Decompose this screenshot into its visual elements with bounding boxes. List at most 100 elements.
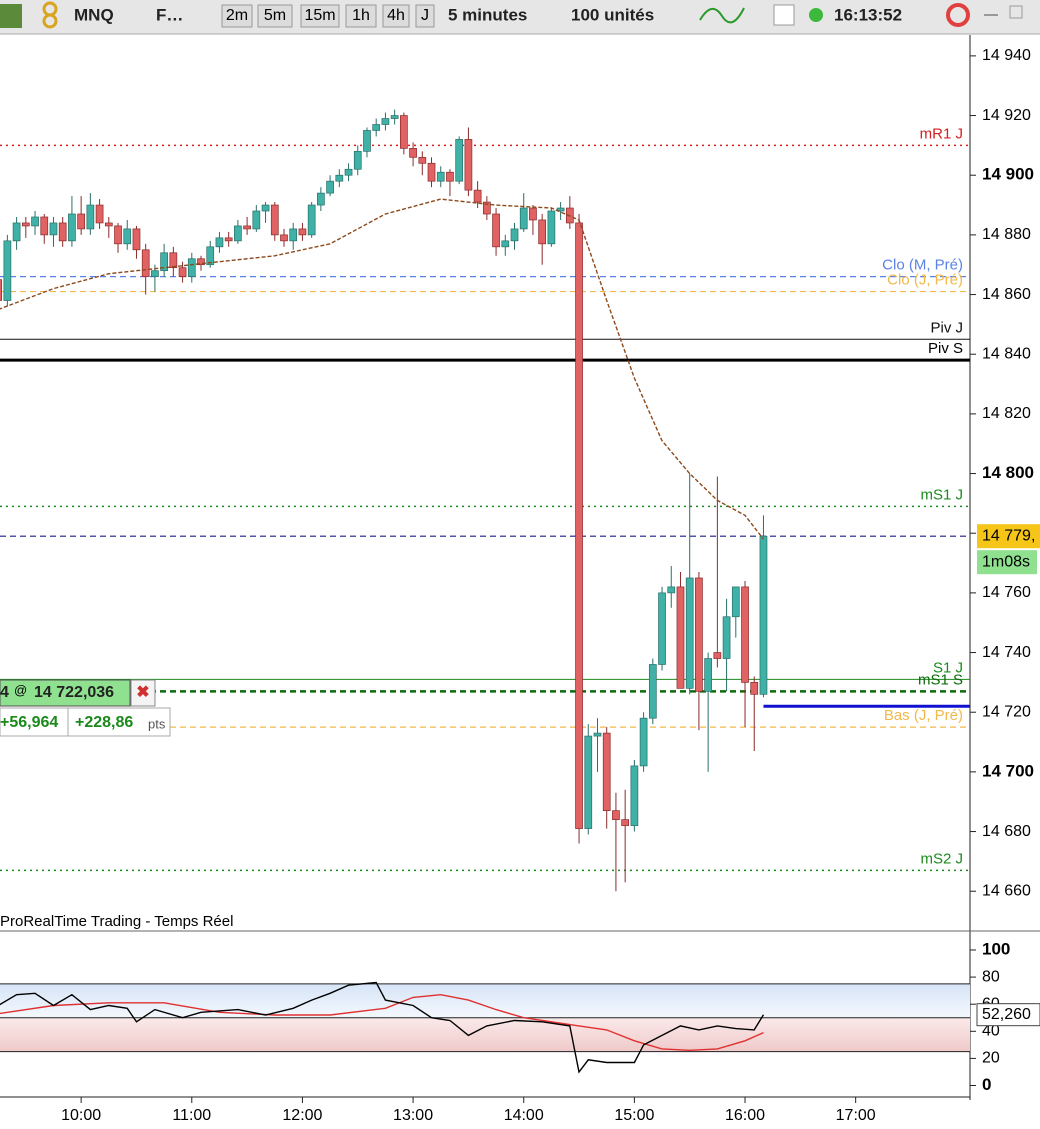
period-button[interactable] (415, 4, 435, 28)
y-tick-label: 14 740 (982, 644, 1031, 661)
feed[interactable]: F… (156, 5, 183, 24)
period-button[interactable] (257, 4, 293, 28)
candle-body (621, 819, 630, 826)
period-label[interactable]: 4h (387, 7, 405, 24)
period-label[interactable]: 2m (226, 7, 248, 24)
candle-body (40, 216, 49, 236)
candle-body (556, 207, 565, 212)
timer-label: 1m08s (982, 553, 1030, 570)
candle-body (68, 213, 76, 242)
candle-body (307, 204, 316, 236)
close-icon[interactable]: ✖ (136, 684, 149, 701)
period-button[interactable] (300, 4, 340, 28)
candle-body (722, 616, 731, 659)
minimize[interactable] (984, 14, 998, 16)
candle-body (482, 201, 491, 215)
candle-body (141, 249, 150, 278)
period-buttons: 2m 5m 15m 1h 4h J (221, 4, 435, 28)
candle-body (713, 652, 722, 659)
chart-icon[interactable] (0, 4, 22, 28)
candle-body (206, 246, 215, 266)
candle-body (658, 592, 666, 665)
y-tick-label: 14 940 (982, 47, 1031, 64)
close-order[interactable] (130, 679, 156, 707)
candle-body (280, 234, 288, 242)
candle-body (372, 124, 381, 131)
units-select[interactable]: 100 unités (571, 5, 654, 24)
x-tick-label: 16:00 (725, 1107, 765, 1124)
refresh-icon[interactable] (946, 3, 970, 27)
maximize[interactable] (1009, 5, 1023, 19)
status-dot (809, 8, 823, 22)
order-price: 14 722,036 (34, 684, 114, 701)
candle-body (178, 267, 187, 278)
candle-body (602, 732, 611, 812)
source-label: ProRealTime Trading - Temps Réel (0, 913, 233, 930)
y-tick-label: 14 760 (982, 584, 1031, 601)
interval-select[interactable]: 5 minutes (448, 5, 527, 24)
candle-body (86, 204, 95, 230)
symbol[interactable]: MNQ (74, 5, 114, 24)
candle-body (400, 115, 408, 149)
level-label: Piv S (928, 340, 963, 357)
period-button[interactable] (382, 4, 410, 28)
toolbar (0, 0, 1040, 34)
candle-body (298, 228, 307, 236)
ind-last-label: 52,260 (982, 1006, 1031, 1023)
period-label[interactable]: J (421, 7, 429, 24)
y-tick-label: 14 800 (982, 463, 1034, 482)
candle-body (0, 279, 3, 301)
candle-body (455, 139, 464, 182)
info-icon[interactable] (773, 4, 795, 26)
candle-body (344, 168, 353, 176)
period-label[interactable]: 5m (264, 7, 286, 24)
candle-body (187, 258, 196, 277)
candle-body (132, 228, 141, 251)
indicator-icon[interactable] (699, 7, 745, 24)
candle-body (538, 219, 547, 245)
y-tick-label: 14 840 (982, 345, 1031, 362)
candle-body (685, 577, 694, 689)
gain: +56,964 (0, 714, 58, 731)
levels: mR1 J Clo (M, Pré)Clo (J, Pré) Piv J Piv S m… (0, 125, 970, 872)
x-tick-label: 10:00 (61, 1107, 101, 1124)
x-tick-label: 12:00 (282, 1107, 322, 1124)
candle-body (667, 586, 676, 594)
y-tick-label: 14 920 (982, 107, 1031, 124)
candle-body (252, 210, 261, 230)
candle-body (3, 240, 12, 301)
candle-body (289, 228, 298, 242)
candle-body (104, 222, 113, 227)
period-label[interactable]: 1h (352, 7, 370, 24)
ind-tick-label: 20 (982, 1050, 1000, 1067)
clock: 16:13:52 (834, 5, 902, 24)
candle-body (169, 252, 178, 269)
x-tick-label: 15:00 (614, 1107, 654, 1124)
candle-body (695, 577, 703, 692)
ind-last-box (976, 1003, 1040, 1027)
candle-body (446, 171, 454, 182)
x-tick-label: 11:00 (172, 1107, 211, 1124)
candle-body (492, 213, 500, 248)
ind-tick-label: 40 (982, 1023, 1000, 1040)
candle-body (234, 225, 242, 242)
y-tick-label: 14 660 (982, 882, 1031, 899)
period-label[interactable]: 15m (304, 7, 335, 24)
period-button[interactable] (345, 4, 377, 28)
upper-zone (0, 983, 970, 1018)
y-tick-label: 14 700 (982, 761, 1034, 780)
lower-zone (0, 1017, 970, 1052)
candle-body (750, 682, 759, 695)
period-button[interactable] (221, 4, 253, 28)
ind-tick-label: 100 (982, 939, 1010, 958)
candle-body (427, 162, 436, 182)
candle-body (418, 156, 427, 164)
candle-body (547, 210, 556, 245)
candle-body (31, 216, 39, 227)
order-at: @ (14, 682, 27, 697)
level-label: Bas (J, Pré) (884, 707, 963, 724)
candle-body (584, 735, 593, 829)
level-label: mR1 J (920, 125, 963, 142)
level-label: Clo (M, Pré) (882, 257, 963, 274)
